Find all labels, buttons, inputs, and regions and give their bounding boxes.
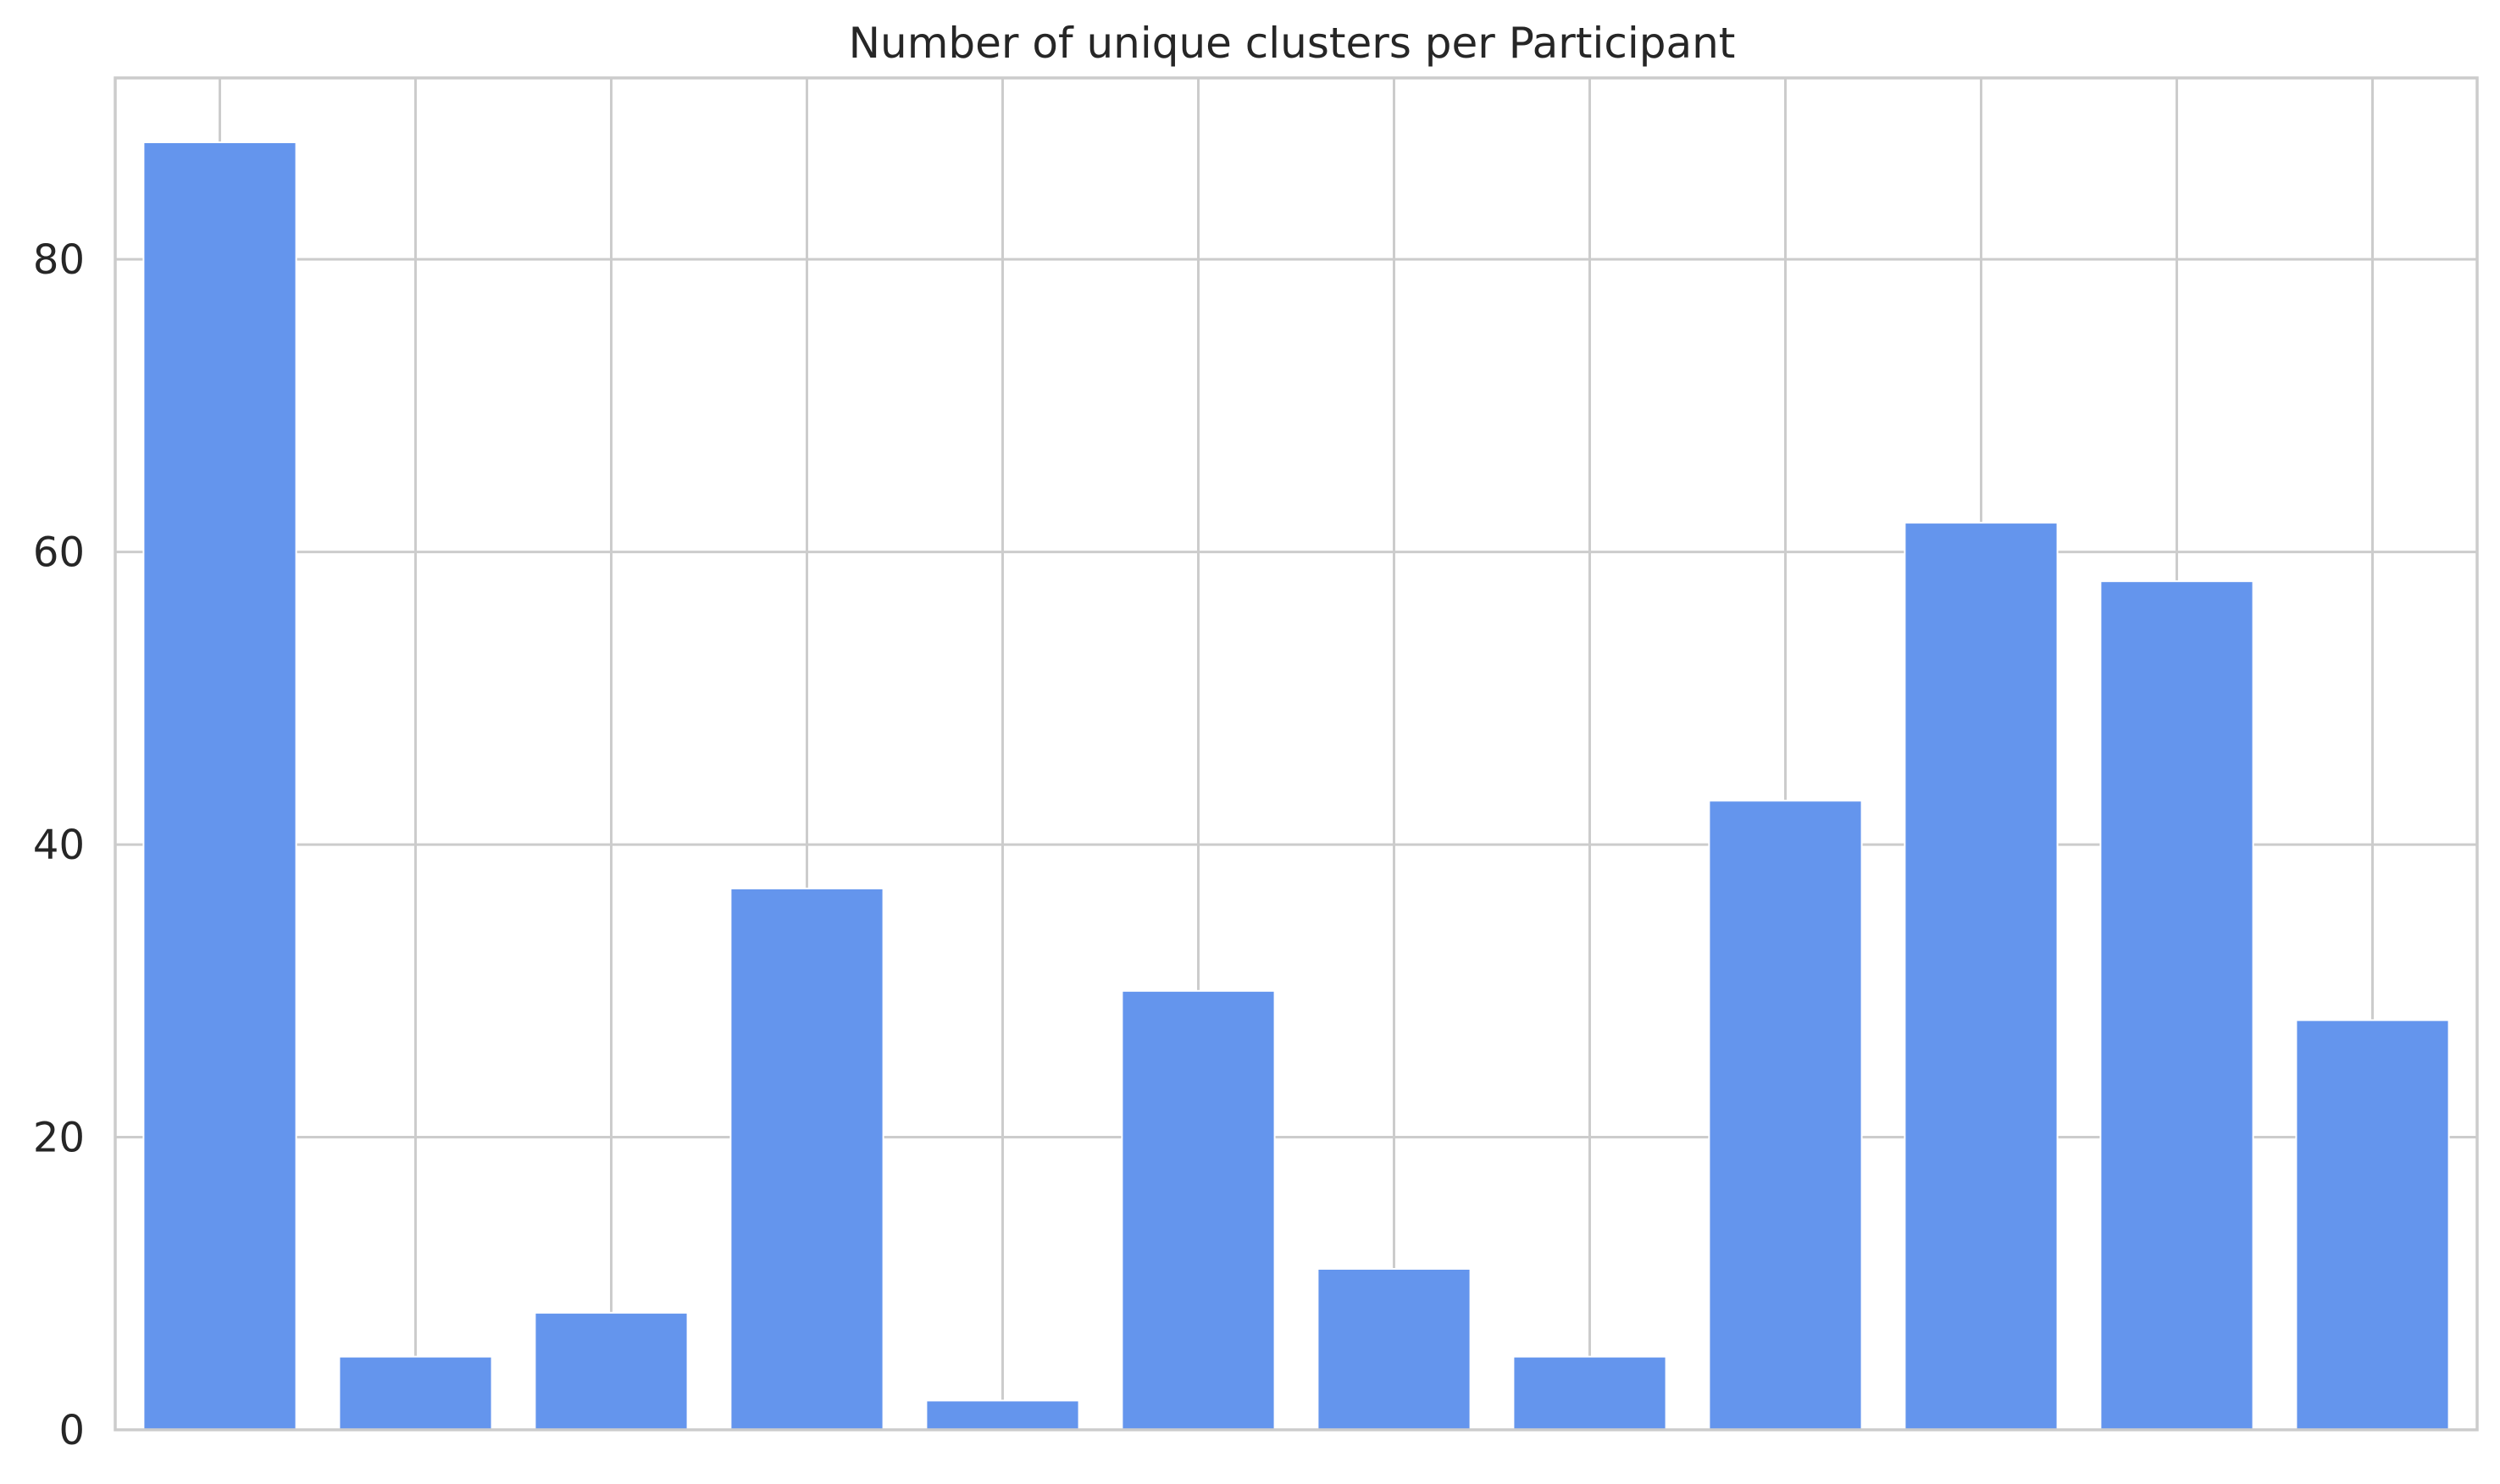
bar (1512, 1355, 1667, 1431)
y-tick-label: 0 (58, 1407, 85, 1454)
bar (1904, 522, 2059, 1431)
y-axis-tick-labels: 0 20 40 60 80 (33, 236, 85, 1454)
bar (2295, 1019, 2450, 1431)
bar (338, 1355, 493, 1431)
bar (142, 141, 297, 1431)
bars (142, 141, 2450, 1431)
bar (1708, 800, 1863, 1431)
axes-frame (114, 76, 2479, 1431)
chart-title: Number of unique clusters per Participan… (849, 19, 1736, 68)
y-tick-label: 60 (33, 529, 85, 577)
bar (729, 887, 884, 1431)
bar (534, 1311, 689, 1431)
bar (1317, 1268, 1472, 1431)
y-tick-label: 80 (33, 236, 85, 284)
y-tick-label: 40 (33, 822, 85, 869)
bar (925, 1399, 1080, 1431)
bar (2099, 580, 2254, 1431)
y-tick-label: 20 (33, 1115, 85, 1162)
plot-frame (114, 76, 2479, 1431)
bar (1121, 989, 1276, 1431)
